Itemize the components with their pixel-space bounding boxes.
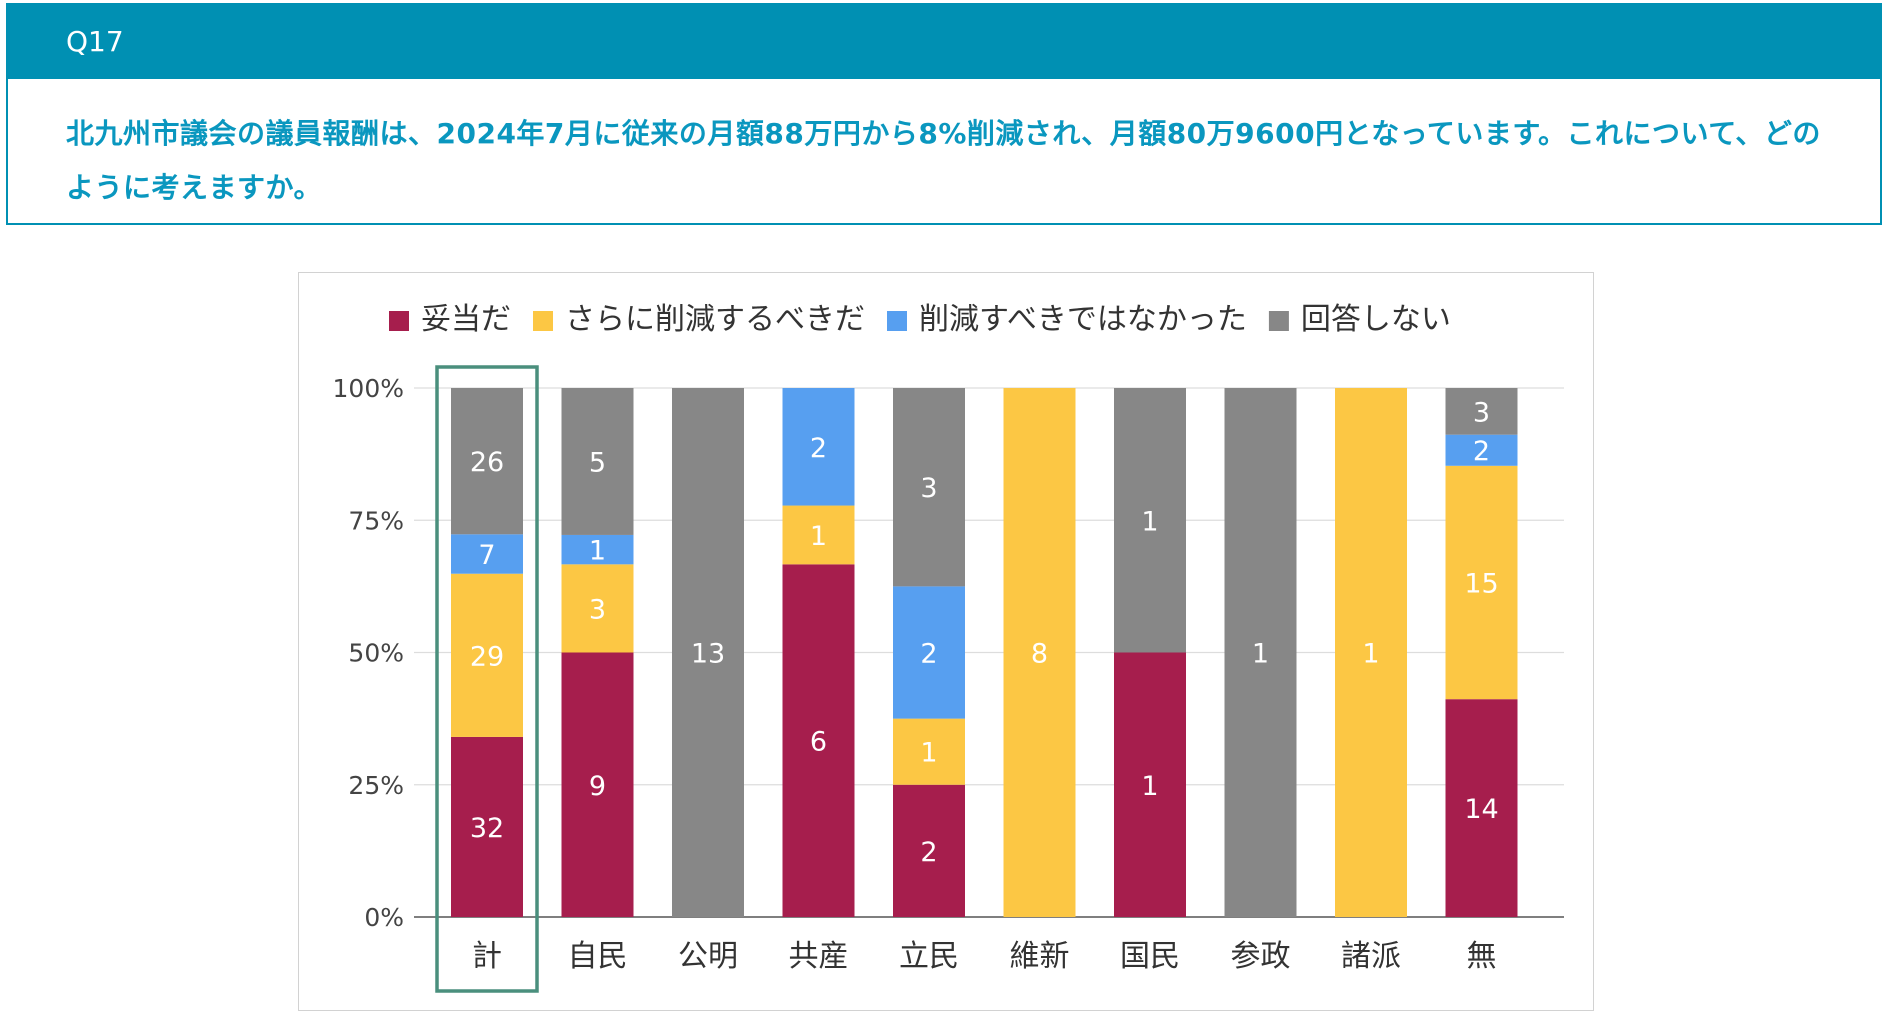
bar-segment — [451, 534, 523, 574]
bar-segment — [561, 564, 634, 653]
x-tick-label: 維新 — [1010, 939, 1070, 974]
x-tick-label: 共産 — [789, 939, 849, 974]
bar-segment — [451, 388, 523, 535]
bar-segment — [561, 534, 634, 565]
legend-label: 回答しない — [1301, 302, 1451, 337]
bar-stack-1: 9 3 1 5 — [561, 388, 634, 917]
bar-segment — [893, 784, 965, 917]
data-label: 26 — [470, 447, 504, 478]
bar-segment — [1445, 434, 1518, 466]
x-tick-label: 自民 — [568, 939, 628, 974]
bar-segment — [782, 505, 855, 565]
bar-segment — [1445, 699, 1518, 917]
bar-segment — [1003, 388, 1076, 917]
data-label: 29 — [470, 641, 504, 672]
legend-item: 妥当だ — [389, 302, 511, 337]
legend-swatch — [533, 311, 553, 331]
bar-segment — [893, 586, 965, 719]
x-tick-label: 諸派 — [1341, 939, 1401, 974]
question-number: Q17 — [8, 5, 1880, 79]
x-tick-label: 国民 — [1120, 939, 1180, 974]
y-axis: 0% 25% 50% 75% 100% — [333, 374, 404, 932]
bar-segment — [782, 564, 855, 917]
highlight-group — [435, 365, 539, 993]
y-tick-label: 100% — [333, 374, 404, 403]
legend-item: 回答しない — [1268, 302, 1451, 337]
data-label: 1 — [1252, 639, 1269, 670]
data-label: 1 — [589, 536, 606, 567]
bar-stack-5: 8 — [1003, 388, 1076, 917]
question-text: 北九州市議会の議員報酬は、2024年7月に従来の月額88万円から8%削減され、月… — [66, 117, 1821, 204]
bar-segment — [1114, 388, 1186, 653]
bar-segment — [893, 718, 965, 785]
chart-legend: 妥当だ さらに削減するべきだ 削減すべきではなかった 回答しない — [389, 302, 1451, 337]
x-tick-label: 参政 — [1231, 939, 1291, 974]
x-tick-label: 立民 — [899, 939, 959, 974]
data-label: 5 — [589, 447, 606, 478]
bar-stack-2: 13 — [672, 388, 744, 917]
legend-item: さらに削減するべきだ — [533, 302, 865, 337]
bar-segment — [1224, 388, 1297, 917]
question-box: Q17 北九州市議会の議員報酬は、2024年7月に従来の月額88万円から8%削減… — [6, 3, 1882, 225]
data-label: 2 — [810, 433, 827, 464]
bar-segment — [561, 652, 634, 917]
data-label: 1 — [1141, 506, 1158, 537]
data-label: 7 — [478, 540, 495, 571]
legend-swatch — [887, 311, 907, 331]
data-label: 1 — [920, 738, 937, 769]
data-label: 3 — [1473, 397, 1490, 428]
data-label: 1 — [810, 521, 827, 552]
data-label: 13 — [691, 639, 725, 670]
bar-stack-3: 6 1 2 — [782, 388, 855, 917]
bar-segment — [893, 388, 965, 587]
bar-stack-0: 32 29 7 26 — [451, 388, 523, 917]
x-tick-label: 公明 — [678, 939, 738, 974]
y-tick-label: 0% — [364, 903, 404, 932]
y-tick-label: 75% — [348, 506, 404, 535]
data-label: 32 — [470, 813, 504, 844]
stacked-bar-chart: 妥当だ さらに削減するべきだ 削減すべきではなかった 回答しない 0%25%50%75… — [333, 302, 1564, 993]
x-tick-label: 無 — [1467, 939, 1497, 974]
bar-segment — [672, 388, 744, 917]
x-tick-label: 計 — [472, 939, 502, 974]
data-label: 8 — [1031, 639, 1048, 670]
legend-swatch — [389, 311, 409, 331]
legend-label: 妥当だ — [421, 302, 511, 337]
legend-item: 削減すべきではなかった — [887, 302, 1247, 337]
bar-stack-9: 14 15 2 3 — [1445, 388, 1518, 917]
bar-segment — [1335, 388, 1407, 917]
bar-segment — [451, 573, 523, 737]
data-label: 3 — [589, 594, 606, 625]
data-label: 2 — [920, 639, 937, 670]
bar-segment — [451, 736, 523, 917]
bar-stack-6: 11 — [1114, 388, 1186, 917]
y-tick-label: 50% — [348, 639, 404, 668]
y-tick-label: 25% — [348, 771, 404, 800]
bar-stack-7: 1 — [1224, 388, 1297, 917]
data-label: 1 — [1141, 771, 1158, 802]
data-label: 15 — [1464, 568, 1498, 599]
bar-segment — [1445, 465, 1518, 700]
data-label: 2 — [1473, 436, 1490, 467]
chart-container: 妥当だ さらに削減するべきだ 削減すべきではなかった 回答しない 0% 25% 50% 75… — [298, 272, 1594, 1011]
data-label: 3 — [920, 473, 937, 504]
data-label: 6 — [810, 727, 827, 758]
bar-segment — [1445, 388, 1518, 435]
x-axis: 計 自民 公明 共産 立民 維新 国民 参政 諸派 無 — [472, 939, 1497, 974]
data-label: 14 — [1464, 794, 1498, 825]
data-label: 2 — [920, 837, 937, 868]
data-label: 9 — [589, 771, 606, 802]
bar-stack-4: 2 1 2 3 — [893, 388, 965, 917]
bar-stack-8: 1 — [1335, 388, 1407, 917]
bar-segment — [1114, 652, 1186, 917]
legend-label: 削減すべきではなかった — [919, 302, 1247, 337]
data-label: 1 — [1362, 639, 1379, 670]
legend-swatch — [1268, 311, 1289, 331]
legend-label: さらに削減するべきだ — [565, 302, 865, 337]
bar-segment — [561, 388, 634, 535]
highlight-box — [435, 365, 539, 993]
bar-segment — [782, 388, 855, 506]
